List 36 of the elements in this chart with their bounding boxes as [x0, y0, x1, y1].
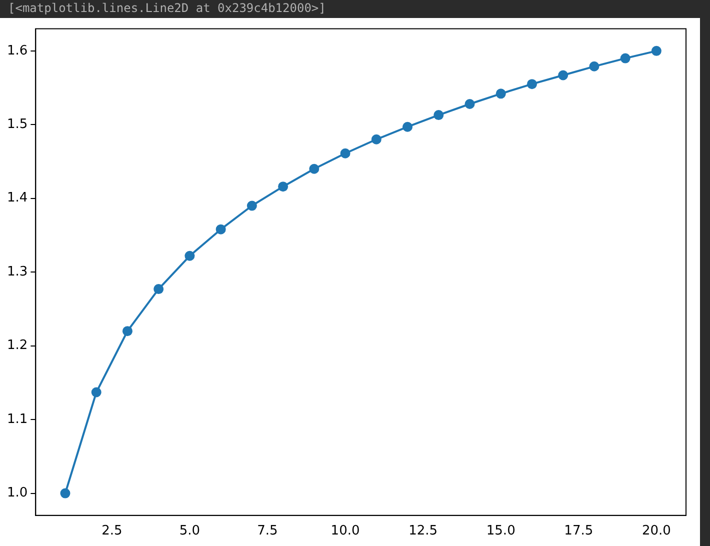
point — [526, 79, 537, 90]
point — [340, 148, 350, 158]
y-tick-label: 1.4 — [6, 190, 28, 206]
point — [216, 224, 226, 234]
x-tick-label: 2.5 — [102, 524, 122, 539]
point — [434, 110, 444, 120]
point — [496, 88, 506, 99]
y-tick-label: 1.5 — [6, 117, 28, 132]
x-tick-label: 15.0 — [486, 524, 516, 539]
x-tick-label: 20.0 — [642, 524, 671, 539]
point — [651, 46, 662, 56]
y-tick-label: 1.2 — [6, 338, 28, 354]
point — [309, 164, 320, 174]
x-tick-label: 5.0 — [179, 524, 200, 539]
text: [<matplotlib.lines.Line2D at 0x239c4b12000>] — [8, 1, 326, 15]
point — [246, 200, 257, 211]
y-tick-label: 1.6 — [6, 43, 28, 58]
point — [122, 326, 132, 336]
x-tick-label: 10.0 — [330, 524, 360, 539]
y-tick-label: 1.0 — [6, 486, 28, 501]
point — [184, 250, 195, 261]
point — [620, 53, 630, 64]
y-tick-label: 1.3 — [6, 264, 28, 280]
x-tick-label: 17.5 — [564, 524, 594, 539]
point — [278, 182, 288, 192]
point — [464, 99, 475, 109]
point — [402, 122, 413, 132]
x-tick-label: 12.5 — [408, 524, 438, 539]
point — [558, 70, 568, 80]
y-tick-label: 1.1 — [6, 412, 28, 427]
x-tick-label: 7.5 — [257, 524, 278, 539]
point — [91, 387, 102, 398]
point — [60, 488, 70, 498]
point — [371, 134, 382, 144]
point — [154, 284, 164, 294]
point — [589, 61, 600, 72]
